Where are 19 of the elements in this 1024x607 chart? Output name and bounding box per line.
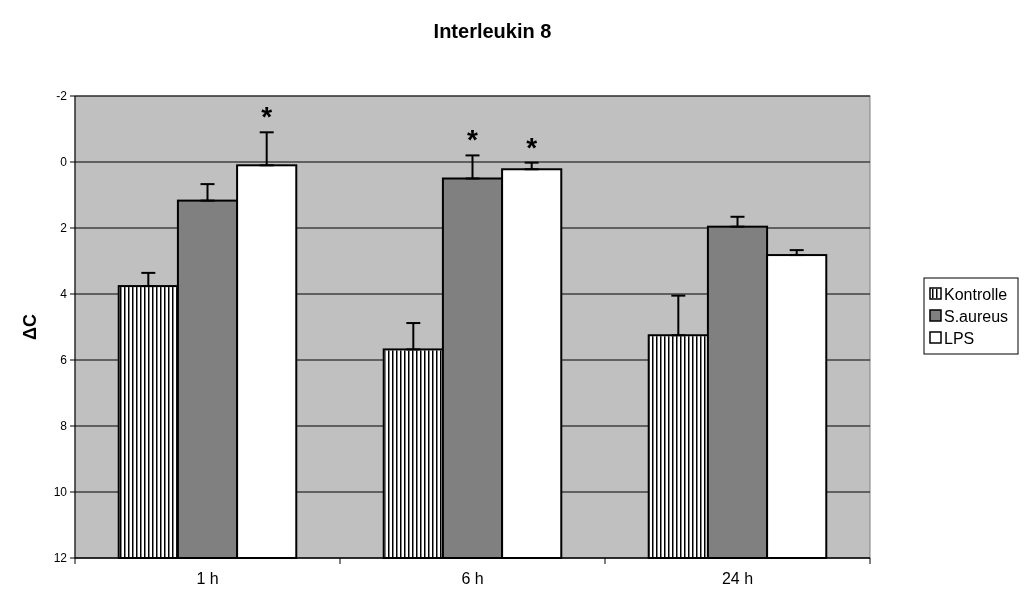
x-tick-label: 24 h	[721, 570, 754, 587]
x-tick-label: 1 h	[196, 570, 219, 587]
y-tick-label: 2	[60, 221, 68, 236]
y-tick-label: -2	[56, 89, 68, 104]
y-tick-label: 8	[60, 419, 68, 434]
legend-label: Kontrolle	[944, 285, 1008, 303]
legend-label: LPS	[944, 329, 975, 347]
y-tick-label: 12	[53, 551, 68, 566]
y-tick-label: 4	[60, 287, 68, 302]
data-label: *	[467, 124, 479, 156]
data-label: *	[526, 131, 538, 163]
legend-label: S.aureus	[944, 307, 1009, 325]
chart-title: Interleukin 8	[433, 20, 552, 42]
y-tick-label: 0	[60, 155, 68, 170]
y-axis-title: ΔC	[20, 314, 40, 340]
data-label: *	[261, 101, 273, 133]
y-tick-label: 10	[53, 485, 68, 500]
y-tick-label: 6	[60, 353, 68, 368]
x-tick-label: 6 h	[461, 570, 484, 587]
